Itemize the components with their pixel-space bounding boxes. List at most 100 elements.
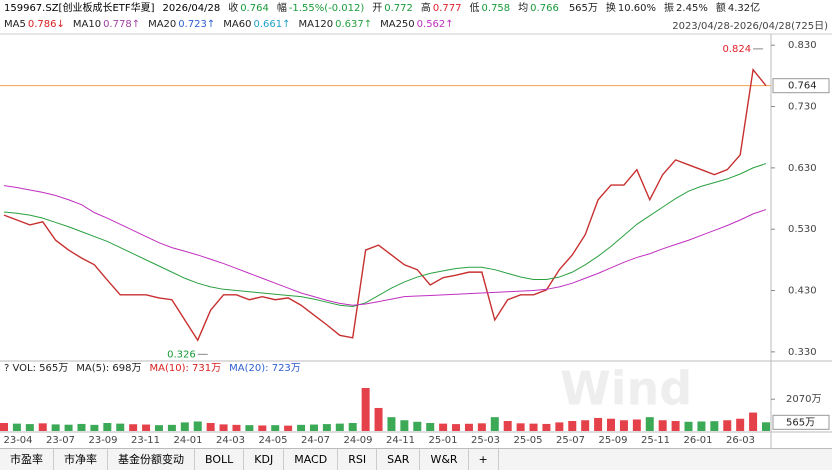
volume-bar: [529, 423, 538, 431]
ma-item: MA20 0.723↑: [148, 19, 215, 30]
tab[interactable]: 市盈率: [0, 449, 54, 470]
volume-legend-item: ? VOL: 565万: [4, 363, 69, 374]
tab[interactable]: RSI: [338, 449, 378, 470]
field: 开 0.772: [372, 3, 413, 14]
volume-bar: [322, 424, 331, 431]
x-tick-label: 25-03: [471, 435, 500, 446]
x-tick-label: 24-07: [301, 435, 330, 446]
volume-bar: [361, 387, 370, 431]
volume-bar: [490, 417, 499, 431]
chart: Wind 2023/04/28-2026/04/28(725日) 0.830 0.…: [0, 21, 832, 448]
volume-bar: [387, 417, 396, 431]
ma-item: MA250 0.562↑: [380, 19, 454, 30]
volume-bar: [284, 425, 293, 431]
x-tick-label: 25-05: [513, 435, 542, 446]
tab[interactable]: KDJ: [244, 449, 285, 470]
volume-bar: [736, 418, 745, 431]
field-label: 额: [715, 3, 726, 14]
field: 振 2.45%: [664, 3, 708, 14]
field: 幅 -1.55%(-0.012): [277, 3, 364, 14]
x-tick-label: 24-11: [386, 435, 415, 446]
ma-name: MA60: [223, 19, 252, 30]
field-value: 0.772: [384, 3, 413, 14]
field-label: 开: [372, 3, 383, 14]
volume-bar: [193, 421, 202, 431]
field-value: 0.777: [432, 3, 462, 14]
y-tick-label: 0.530: [788, 224, 817, 235]
date: 2026/04/28: [162, 3, 221, 14]
ma-name: MA10: [72, 19, 102, 30]
volume-bar: [503, 421, 512, 431]
x-tick-label: 23-04: [3, 435, 32, 446]
x-tick-label: 25-09: [598, 435, 627, 446]
ma-value: 0.723↑: [178, 19, 216, 30]
volume-bar: [477, 423, 486, 431]
ma-legend: MA5 0.786↓ MA10 0.778↑ MA20 0.723↑ MA60 0.661↑ M…: [4, 18, 462, 32]
volume-bar: [723, 420, 732, 431]
y-tick-label: 2070万: [786, 394, 821, 405]
volume-bar: [348, 423, 357, 431]
tab[interactable]: 市净率: [54, 449, 108, 470]
field-value: 4.32亿: [727, 3, 761, 14]
volume-bar: [594, 417, 603, 431]
volume-bar: [180, 422, 189, 431]
volume-legend-item: MA(5): 698万: [76, 363, 142, 374]
volume-bar: [464, 423, 473, 431]
price-line: [3, 68, 767, 342]
ma-value: 0.778↑: [103, 19, 141, 30]
tab[interactable]: SAR: [377, 449, 421, 470]
x-tick-label: 24-01: [173, 435, 202, 446]
volume-bar: [632, 419, 641, 431]
field-value: 10.60%: [617, 3, 657, 14]
volume-bar: [142, 424, 151, 431]
volume-bar: [439, 423, 448, 431]
field-value: 0.764: [240, 3, 269, 14]
field-label: 均: [518, 3, 529, 14]
ma-name: MA5: [4, 19, 26, 30]
volume-bar: [206, 423, 215, 431]
volume-bar: [452, 424, 461, 431]
volume-bar: [258, 425, 267, 431]
volume-bar: [697, 421, 706, 431]
moving-average-line: [3, 163, 767, 307]
volume-bar: [90, 424, 99, 431]
current-volume-box: [772, 414, 830, 430]
tab[interactable]: +: [469, 449, 499, 470]
volume-bar: [684, 421, 693, 431]
field-label: 收: [228, 3, 239, 14]
field-value: 2.45%: [676, 3, 708, 14]
ma-item: MA60 0.661↑: [223, 19, 290, 30]
volume-bar: [335, 423, 344, 431]
tab[interactable]: 基金份额变动: [108, 449, 195, 470]
field: 高 0.777: [421, 3, 462, 14]
volume-bar: [219, 424, 228, 431]
x-tick-label: 24-03: [216, 435, 245, 446]
volume-bar: [710, 421, 719, 431]
y-tick-label: 0.330: [788, 347, 817, 358]
current-price-box: [772, 78, 830, 94]
date-range: 2023/04/28-2026/04/28(725日): [672, 21, 828, 32]
watermark: Wind: [560, 362, 692, 416]
x-tick-label: 24-05: [258, 435, 287, 446]
x-tick-label: 26-01: [683, 435, 712, 446]
field-label: 高: [420, 3, 431, 14]
y-tick-label: 0.430: [788, 286, 817, 297]
tab[interactable]: BOLL: [195, 449, 245, 470]
x-tick-label: 23-09: [88, 435, 117, 446]
ma-name: MA120: [298, 19, 334, 30]
x-tick-label: 25-07: [556, 435, 585, 446]
tab[interactable]: W&R: [420, 449, 469, 470]
field-label: 低: [469, 3, 480, 14]
volume-bar: [38, 423, 47, 431]
volume-bar: [581, 420, 590, 431]
header: 159967.SZ[创业板成长ETF华夏] 2026/04/28 收 0.764 幅 -1…: [4, 2, 768, 16]
x-tick-label: 25-11: [641, 435, 670, 446]
tab[interactable]: MACD: [284, 449, 339, 470]
code: 159967.SZ[创业板成长ETF华夏]: [4, 3, 155, 14]
volume-bar: [12, 423, 21, 431]
volume-bar: [309, 424, 318, 431]
volume-bar: [154, 425, 163, 431]
volume-bar: [51, 424, 60, 431]
y-tick-label: 0.830: [788, 40, 817, 51]
volume-bar: [516, 423, 525, 431]
